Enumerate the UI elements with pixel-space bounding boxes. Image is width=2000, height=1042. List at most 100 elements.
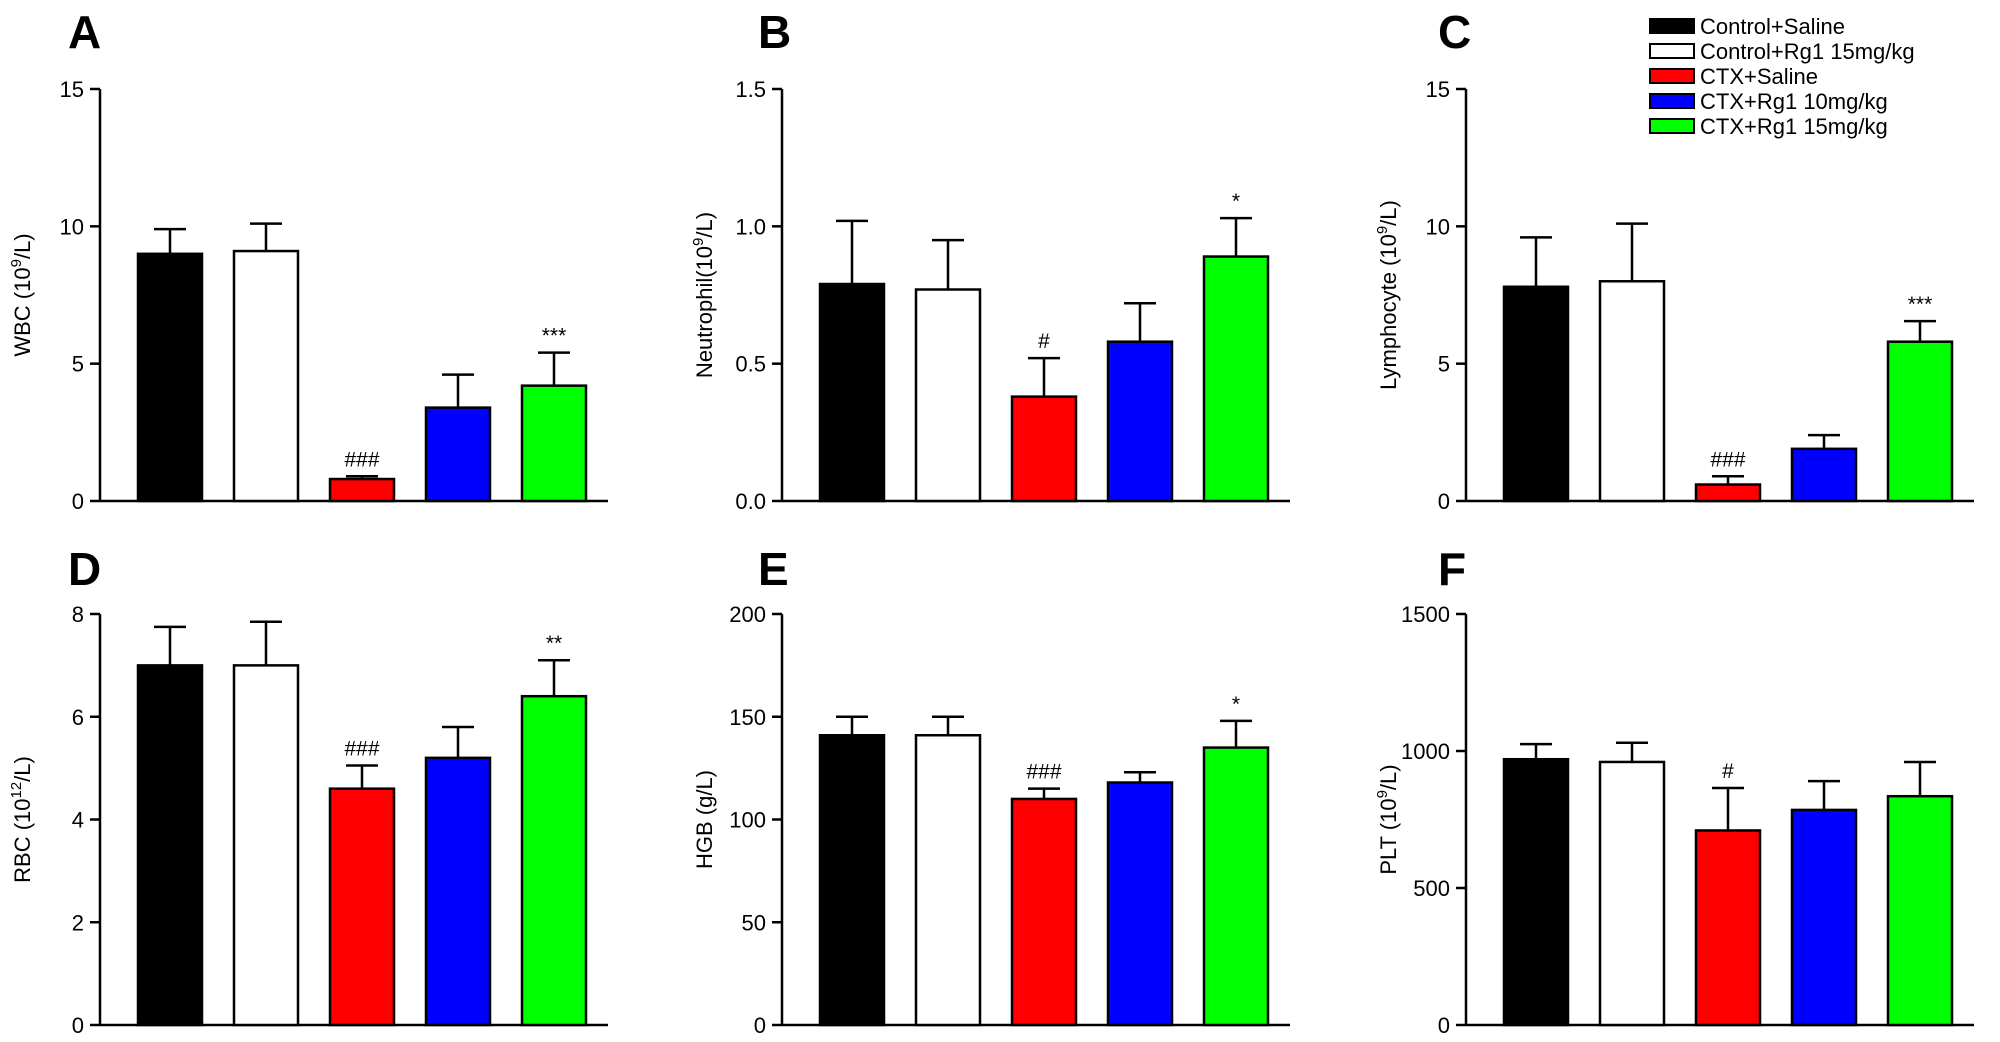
bar-A-4 (424, 406, 492, 503)
bar-F-1 (1502, 757, 1570, 1027)
bar-F-3 (1694, 829, 1762, 1027)
panel-letter: D (68, 543, 101, 595)
legend-item: Control+Saline (1649, 14, 1845, 39)
y-tick-label: 4 (72, 808, 84, 833)
bar-D-4 (424, 756, 492, 1027)
chart-panel-F: F 0 500 1000 1500 PLT (109/L) # (1374, 543, 1974, 1038)
y-tick-label: 10 (60, 214, 84, 239)
significance-label: ** (546, 632, 562, 655)
y-tick-label: 0 (1438, 489, 1450, 514)
y-tick-label: 0 (72, 489, 84, 514)
chart-panel-E: E 0 50 100 150 200 HGB (g/L) ### * (692, 543, 1290, 1038)
significance-label: # (1038, 330, 1050, 353)
bar-A-2 (232, 249, 300, 503)
y-axis-title: Lymphocyte (109/L) (1374, 200, 1401, 390)
significance-label: # (1722, 760, 1734, 783)
chart-panel-A: A 0 5 10 15 WBC (109/L) ### *** (8, 6, 608, 514)
bar-C-2 (1598, 280, 1666, 503)
panel-letter: F (1438, 543, 1466, 595)
bar-D-1 (136, 664, 204, 1027)
bar-A-5 (520, 384, 588, 503)
legend-label: Control+Rg1 15mg/kg (1700, 39, 1915, 64)
legend-swatch (1649, 68, 1695, 84)
bar-E-5 (1202, 746, 1270, 1027)
y-tick-label: 0 (72, 1013, 84, 1038)
legend-label: Control+Saline (1700, 14, 1845, 39)
chart-panel-C: C 0 5 10 15 Lymphocyte (109/L) ### *** (1374, 6, 1974, 514)
bar-C-4 (1790, 447, 1858, 503)
y-axis-title: RBC (1012/L) (8, 756, 35, 883)
y-tick-label: 2 (72, 910, 84, 935)
bar-B-2 (914, 288, 982, 503)
chart-panel-B: B 0.0 0.5 1.0 1.5 Neutrophil(109/L) # * (690, 6, 1290, 514)
significance-label: * (1232, 693, 1240, 716)
significance-label: ### (1026, 761, 1061, 784)
bar-D-2 (232, 664, 300, 1027)
legend-label: CTX+Rg1 10mg/kg (1700, 89, 1888, 114)
panel-letter: C (1438, 6, 1471, 58)
y-tick-label: 10 (1426, 214, 1450, 239)
bar-E-4 (1106, 781, 1174, 1027)
y-tick-label: 15 (1426, 77, 1450, 102)
y-tick-label: 0.0 (735, 489, 766, 514)
y-tick-label: 1.5 (735, 77, 766, 102)
bar-E-2 (914, 733, 982, 1027)
bar-A-3 (328, 477, 396, 503)
significance-label: ### (344, 448, 379, 471)
panel-letter: A (68, 6, 101, 58)
bar-F-2 (1598, 760, 1666, 1027)
y-axis-title: HGB (g/L) (692, 770, 717, 869)
y-tick-label: 6 (72, 705, 84, 730)
y-axis-title: WBC (109/L) (8, 233, 35, 356)
y-tick-label: 5 (72, 352, 84, 377)
y-tick-label: 50 (742, 910, 766, 935)
bar-B-4 (1106, 340, 1174, 503)
y-tick-label: 100 (729, 808, 766, 833)
legend-item: CTX+Saline (1649, 64, 1818, 89)
bar-B-1 (818, 282, 886, 503)
significance-label: ### (1710, 448, 1745, 471)
panel-letter: B (758, 6, 791, 58)
significance-label: * (1232, 190, 1240, 213)
y-tick-label: 1500 (1401, 602, 1450, 627)
legend-item: CTX+Rg1 10mg/kg (1649, 89, 1888, 114)
y-tick-label: 8 (72, 602, 84, 627)
y-tick-label: 500 (1413, 876, 1450, 901)
legend-swatch (1649, 43, 1695, 59)
legend-swatch (1649, 118, 1695, 134)
legend-label: CTX+Rg1 15mg/kg (1700, 114, 1888, 139)
y-tick-label: 1.0 (735, 214, 766, 239)
bar-E-3 (1010, 797, 1078, 1027)
legend-swatch (1649, 93, 1695, 109)
y-tick-label: 0 (1438, 1013, 1450, 1038)
y-tick-label: 150 (729, 705, 766, 730)
significance-label: *** (1908, 293, 1933, 316)
bar-B-3 (1010, 395, 1078, 503)
y-tick-label: 1000 (1401, 739, 1450, 764)
legend-swatch (1649, 18, 1695, 34)
legend-item: CTX+Rg1 15mg/kg (1649, 114, 1888, 139)
y-axis-title: Neutrophil(109/L) (690, 212, 717, 378)
panel-letter: E (758, 543, 789, 595)
legend-item: Control+Rg1 15mg/kg (1649, 39, 1915, 64)
bar-E-1 (818, 733, 886, 1027)
y-tick-label: 0.5 (735, 352, 766, 377)
y-tick-label: 200 (729, 602, 766, 627)
y-tick-label: 15 (60, 77, 84, 102)
bar-F-4 (1790, 808, 1858, 1027)
y-axis-title: PLT (109/L) (1374, 764, 1401, 874)
y-tick-label: 5 (1438, 352, 1450, 377)
chart-panel-D: D 0 2 4 6 8 RBC (1012/L) ### ** (8, 543, 608, 1038)
bar-D-5 (520, 694, 588, 1027)
bar-C-1 (1502, 285, 1570, 503)
significance-label: *** (542, 325, 567, 348)
bar-B-5 (1202, 255, 1270, 503)
y-tick-label: 0 (754, 1013, 766, 1038)
bar-C-3 (1694, 483, 1762, 503)
legend-label: CTX+Saline (1700, 64, 1818, 89)
bar-C-5 (1886, 340, 1954, 503)
bar-A-1 (136, 252, 204, 503)
